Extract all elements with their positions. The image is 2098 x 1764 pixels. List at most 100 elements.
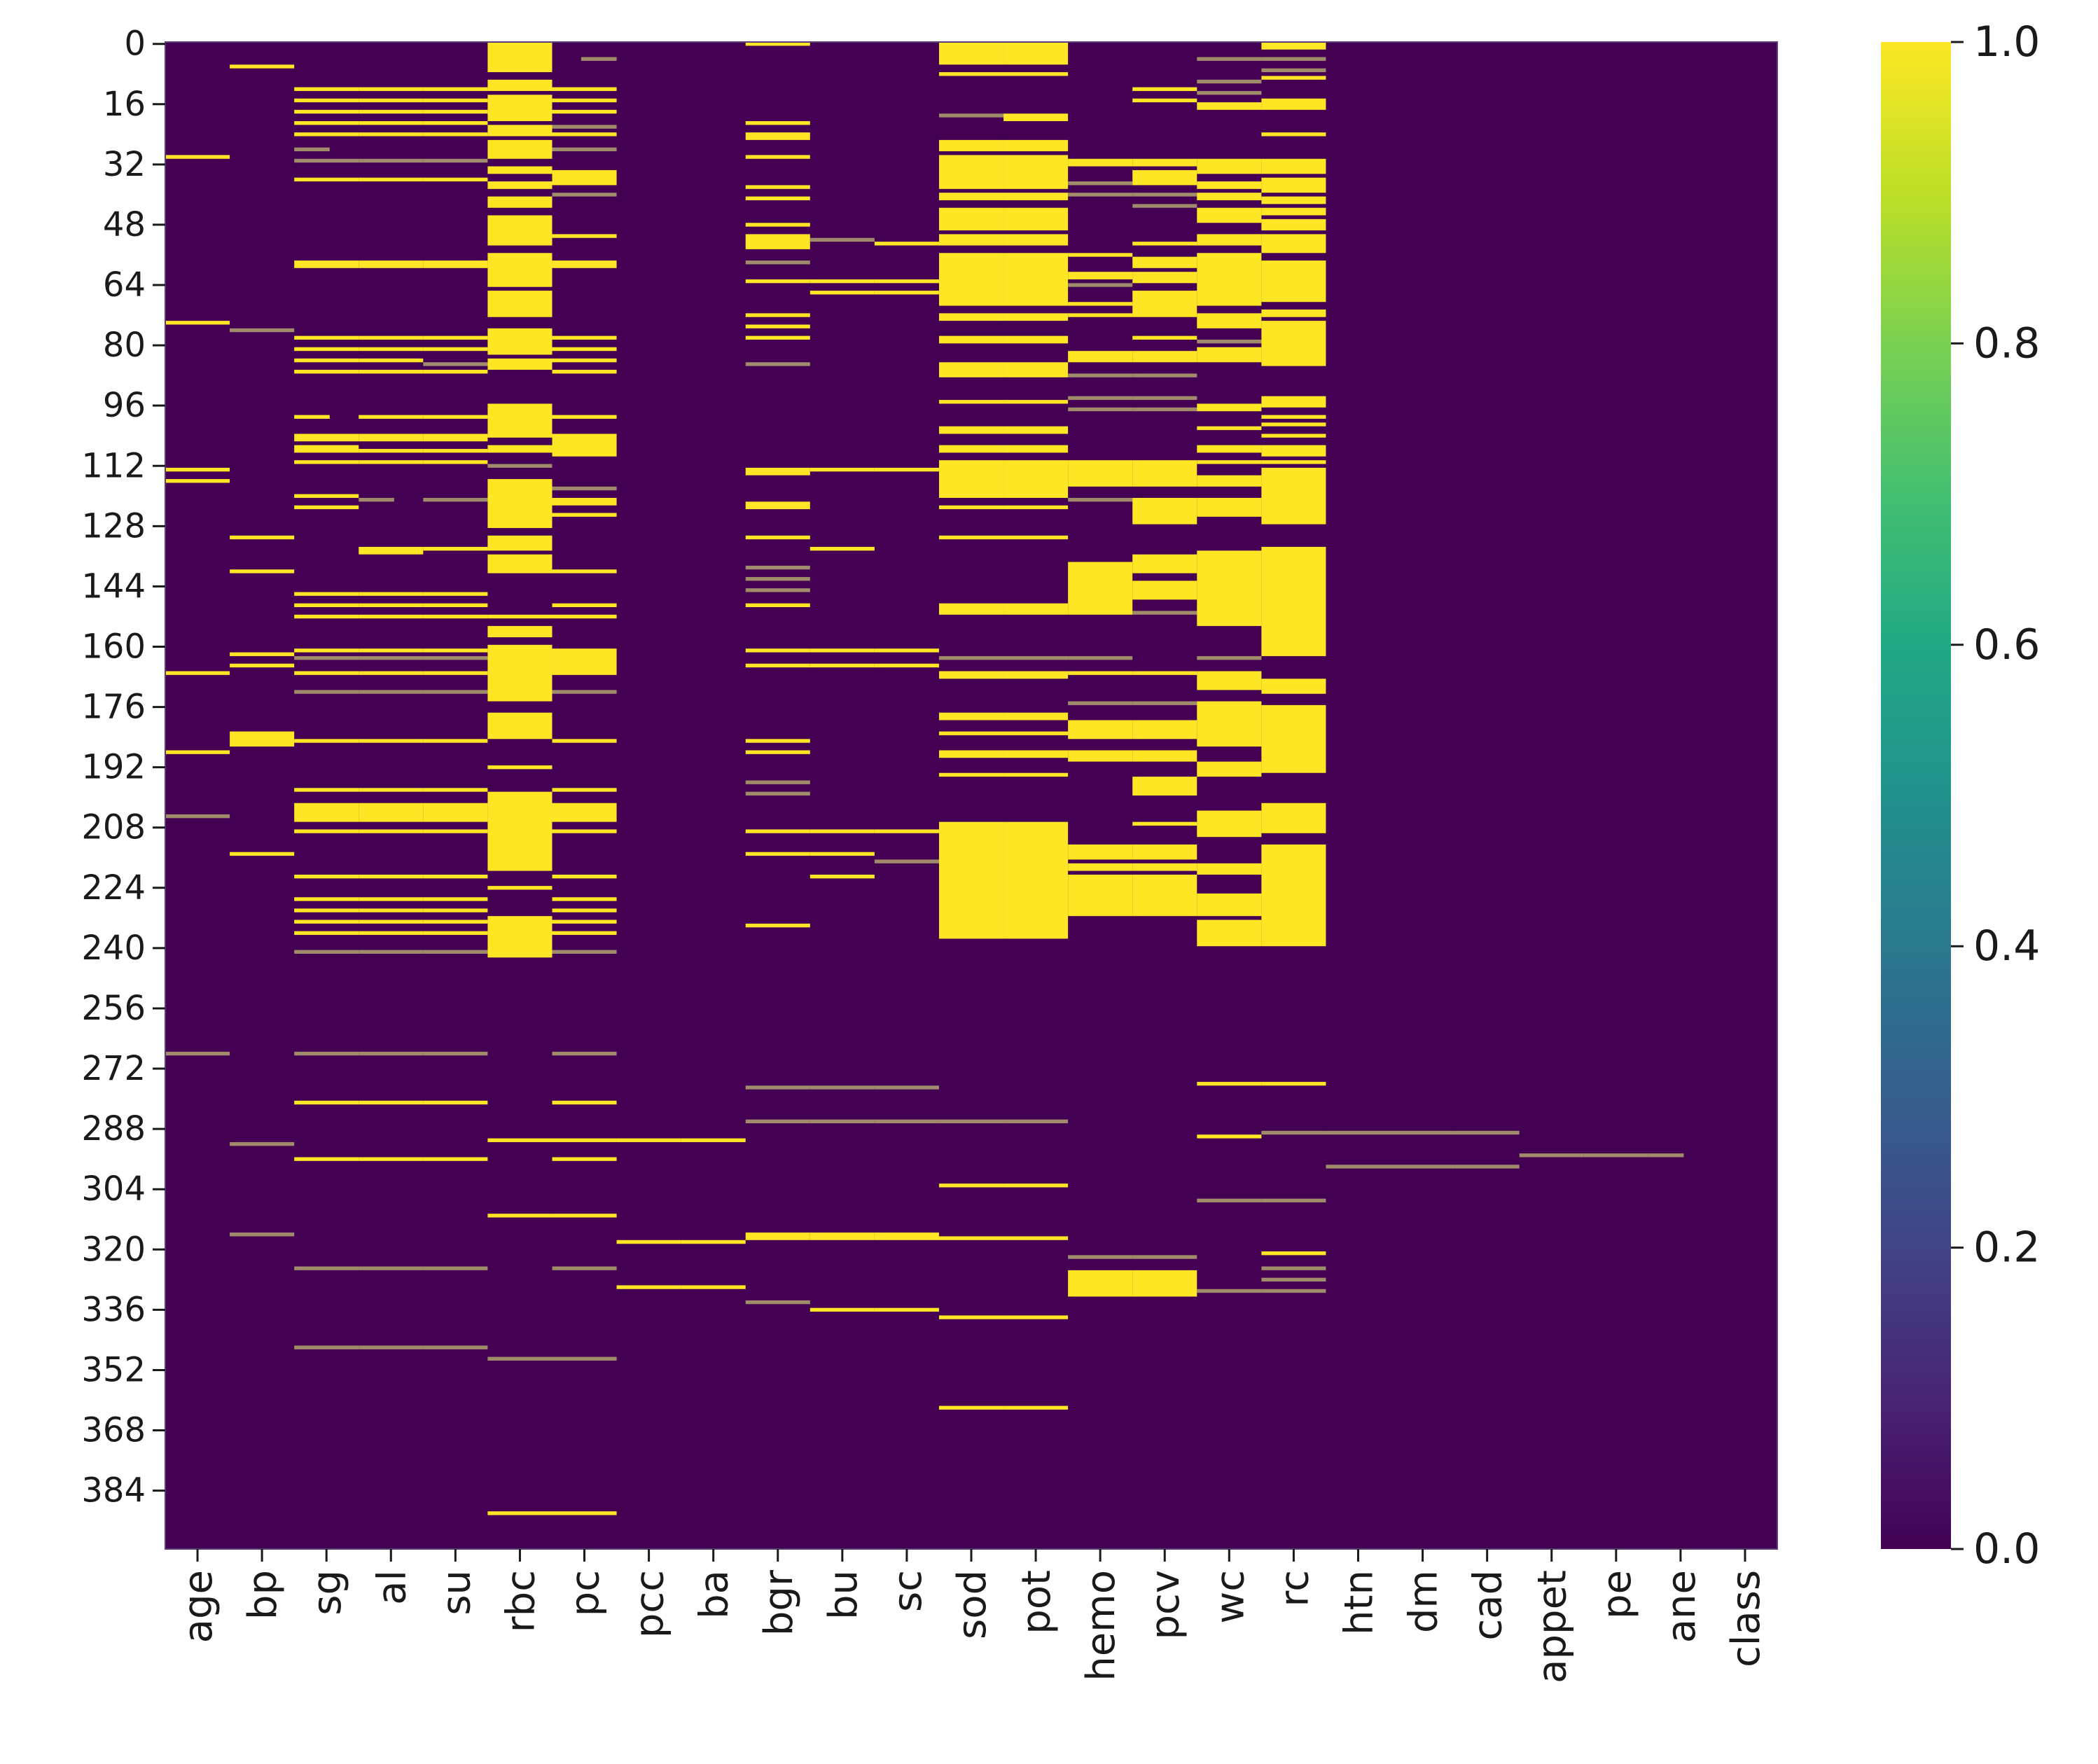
y-tick-label: 224 <box>81 868 146 908</box>
missing-cell-su <box>423 415 488 419</box>
missing-cell-al <box>359 433 424 442</box>
missing-cell-age <box>165 671 230 675</box>
missing-cell-su <box>423 739 488 743</box>
missing-cell-rbc <box>487 291 553 317</box>
missing-cell-rc <box>1261 1130 1326 1135</box>
missing-cell-su <box>423 433 488 442</box>
missing-cell-pcv <box>1132 460 1197 487</box>
missing-cell-wc <box>1197 1081 1262 1086</box>
missing-cell-pcv <box>1132 750 1197 762</box>
missing-cell-pot <box>1003 750 1069 758</box>
missing-cell-al <box>359 158 424 163</box>
y-tick-label: 256 <box>81 989 146 1028</box>
missing-cell-su <box>423 1345 488 1349</box>
missing-cell-cad <box>1454 1130 1520 1135</box>
missing-cell-rbc <box>487 42 553 73</box>
missing-cell-sg <box>294 919 359 924</box>
missing-cell-pot <box>1003 821 1069 939</box>
missing-cell-sg <box>294 648 359 653</box>
missing-cell-bgr <box>745 335 810 340</box>
missing-cell-bu <box>810 279 875 284</box>
missing-cell-pot <box>1003 155 1069 189</box>
missing-cell-sod <box>938 193 1004 200</box>
missing-cell-al <box>359 803 424 822</box>
x-tick-label-class: class <box>1723 1570 1769 1667</box>
missing-cell-wc <box>1197 550 1262 626</box>
missing-cell-rc <box>1261 132 1326 137</box>
missing-cell-rc <box>1261 467 1326 525</box>
missing-cell-bgr <box>745 313 810 317</box>
missing-cell-wc <box>1197 313 1262 328</box>
missing-cell-sod <box>938 1315 1004 1319</box>
missing-cell-ba <box>681 1138 746 1142</box>
y-tick-label: 128 <box>81 506 146 546</box>
missing-cell-sg <box>294 1157 359 1161</box>
missing-cell-rbc <box>487 215 553 246</box>
missing-cell-sc <box>874 829 939 833</box>
missing-cell-sg <box>294 603 359 607</box>
missing-cell-pot <box>1003 207 1069 230</box>
missing-cell-pcv <box>1132 611 1197 615</box>
missing-cell-wc <box>1197 460 1262 464</box>
missing-cell-wc <box>1197 1134 1262 1139</box>
missing-cell-rbc <box>487 166 553 174</box>
missing-cell-sc <box>874 1307 939 1312</box>
missing-cell-age <box>165 814 230 819</box>
missing-cell-bp <box>230 535 295 540</box>
missing-cell-sc <box>874 242 939 246</box>
missing-cell-su <box>423 132 488 137</box>
missing-cell-rbc <box>487 328 553 355</box>
missing-cell-wc <box>1197 1289 1262 1293</box>
missing-cell-al <box>359 1345 424 1349</box>
missing-cell-bgr <box>745 565 810 570</box>
missing-cell-su <box>423 335 488 340</box>
missing-cell-bgr <box>745 234 810 249</box>
missing-cell-bu <box>810 546 875 551</box>
missing-cell-sg <box>294 132 359 137</box>
missing-cell-rc <box>1261 158 1326 174</box>
missing-cell-rc <box>1261 207 1326 216</box>
x-tick-label-appet: appet <box>1530 1570 1576 1683</box>
missing-cell-sc <box>874 663 939 668</box>
missing-cell-pot <box>1003 1405 1069 1410</box>
missing-cell-sg <box>294 1345 359 1349</box>
missing-cell-hemo <box>1068 313 1133 317</box>
missing-cell-sod <box>938 1405 1004 1410</box>
x-tick-label-pcc: pcc <box>627 1570 673 1638</box>
x-tick-label-al: al <box>369 1570 415 1605</box>
missing-cell-pot <box>1003 731 1069 735</box>
missing-cell-pc <box>552 513 617 517</box>
y-tick-label: 48 <box>103 205 146 244</box>
y-axis: 0 16 32 48 64 80 96 112 128 144 160 176 192 208 224 240… <box>81 25 165 1510</box>
y-tick-label: 96 <box>103 386 146 425</box>
missing-cell-sod <box>938 1119 1004 1124</box>
x-tick-label-sg: sg <box>305 1570 350 1616</box>
missing-cell-hemo <box>1068 158 1133 167</box>
missing-cell-bp <box>230 64 295 69</box>
missing-cell-hemo <box>1068 351 1133 363</box>
missing-cell-hemo <box>1068 396 1133 401</box>
missing-cell-dm <box>1390 1130 1455 1135</box>
heatmap-cells <box>165 42 1684 1515</box>
missing-cell-rc <box>1261 309 1326 317</box>
missing-cell-bgr <box>745 829 810 833</box>
missing-cell-bgr <box>745 196 810 200</box>
missing-cell-hemo <box>1068 193 1133 197</box>
missing-cell-sc <box>874 291 939 295</box>
missing-cell-su <box>423 1266 488 1270</box>
missing-cell-bgr <box>745 1232 810 1240</box>
missing-cell-su <box>423 614 488 619</box>
missing-cell-bp <box>230 663 295 668</box>
missing-cell-hemo <box>1068 373 1133 377</box>
colorbar-tick-label: 0.8 <box>1973 319 2040 368</box>
missing-cell-sg <box>294 120 359 125</box>
missing-cell-pcc <box>616 1239 681 1244</box>
x-tick-label-sod: sod <box>950 1570 995 1639</box>
missing-cell-sod <box>938 772 1004 777</box>
missing-cell-pcv <box>1132 844 1197 860</box>
missing-cell-rc <box>1261 218 1326 230</box>
missing-cell-pcv <box>1132 351 1197 363</box>
missing-cell-al <box>359 109 424 114</box>
missing-cell-age <box>165 467 230 472</box>
missing-cell-wc <box>1197 253 1262 306</box>
